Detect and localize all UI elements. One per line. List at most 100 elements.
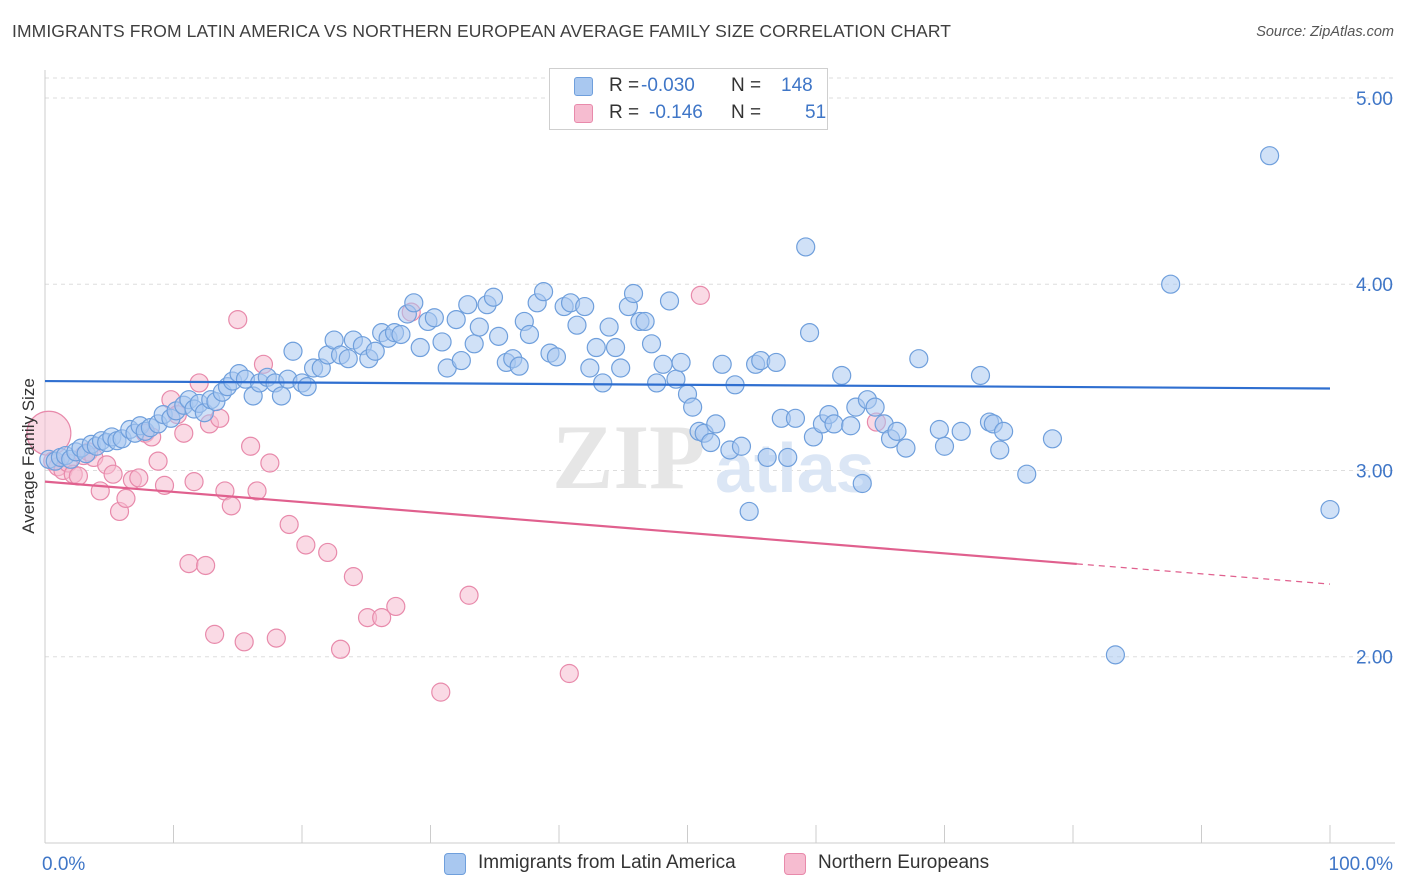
point-northern-europeans (68, 466, 89, 486)
point-latin-america (580, 358, 600, 378)
point-latin-america (623, 283, 644, 304)
legend-r-value: -0.030 (641, 75, 695, 96)
legend-r-label: R = (609, 75, 640, 96)
point-northern-europeans (459, 585, 479, 605)
point-latin-america (832, 365, 852, 386)
legend-n-label: N = (731, 75, 762, 96)
point-northern-europeans (129, 468, 149, 488)
point-latin-america (659, 291, 680, 311)
series-northern-europeans (26, 285, 886, 702)
point-latin-america (701, 432, 721, 453)
legend-swatch-pink (574, 104, 593, 123)
y-axis-label: Average Family Size (19, 378, 38, 534)
point-latin-america (567, 315, 587, 335)
point-latin-america (509, 356, 529, 376)
legend-r-label: R = (609, 102, 640, 123)
point-latin-america (283, 341, 303, 361)
legend-n-value: 148 (781, 75, 813, 96)
point-latin-america (1017, 464, 1037, 484)
point-latin-america (446, 309, 466, 330)
chart-title: IMMIGRANTS FROM LATIN AMERICA VS NORTHER… (12, 21, 952, 41)
point-latin-america (593, 373, 613, 393)
point-latin-america (458, 295, 478, 315)
point-latin-america (404, 293, 424, 313)
x-tick-label-end: 100.0% (1329, 854, 1394, 875)
point-latin-america (934, 436, 955, 456)
point-latin-america (1320, 499, 1340, 520)
x-tick-label-start: 0.0% (42, 854, 85, 875)
correlation-legend: R = -0.030 N = 148 R = -0.146 N = 51 (549, 68, 828, 130)
tick-labels: 2.00 3.00 4.00 5.00 0.0% 100.0% (42, 89, 1393, 875)
point-northern-europeans (330, 639, 351, 659)
series-latin-america (39, 146, 1340, 665)
watermark-zip: ZIP (552, 406, 705, 508)
point-latin-america (865, 397, 885, 417)
trend-line-northern-europeans (44, 480, 1077, 566)
legend-n-label: N = (731, 102, 762, 123)
point-northern-europeans (184, 472, 204, 492)
y-tick-label: 4.00 (1356, 275, 1393, 296)
bottom-legend-swatch-pink (784, 853, 806, 875)
legend-swatch-blue (574, 77, 593, 96)
point-northern-europeans (179, 554, 199, 574)
point-latin-america (546, 347, 567, 367)
point-latin-america (990, 440, 1010, 460)
point-latin-america (739, 501, 759, 522)
point-latin-america (970, 365, 991, 386)
point-latin-america (271, 386, 292, 406)
bottom-legend-label: Northern Europeans (818, 852, 990, 873)
point-northern-europeans (103, 464, 123, 484)
point-latin-america (785, 408, 806, 428)
point-latin-america (671, 352, 691, 373)
point-northern-europeans (260, 453, 280, 473)
point-latin-america (778, 447, 798, 468)
point-latin-america (586, 337, 606, 358)
legend-r-value: -0.146 (649, 102, 703, 123)
point-latin-america (799, 323, 820, 343)
point-latin-america (803, 427, 824, 447)
point-latin-america (653, 354, 673, 374)
point-latin-america (731, 436, 752, 456)
point-latin-america (796, 237, 816, 257)
point-northern-europeans (116, 488, 136, 509)
point-northern-europeans (241, 436, 261, 456)
point-northern-europeans (690, 285, 710, 305)
point-latin-america (611, 358, 631, 378)
point-latin-america (852, 473, 872, 494)
bottom-legend-swatch-blue (444, 853, 466, 875)
y-tick-label: 2.00 (1356, 648, 1393, 669)
point-latin-america (1260, 146, 1280, 166)
y-tick-label: 3.00 (1356, 461, 1393, 482)
point-latin-america (451, 350, 471, 371)
legend-n-value: 51 (805, 102, 827, 123)
point-northern-europeans (266, 628, 286, 648)
point-latin-america (647, 373, 667, 393)
point-latin-america (469, 317, 489, 337)
point-latin-america (599, 317, 619, 337)
point-latin-america (641, 334, 662, 354)
point-northern-europeans (228, 309, 248, 330)
point-northern-europeans (205, 624, 225, 644)
point-latin-america (338, 349, 358, 369)
point-latin-america (683, 397, 703, 417)
point-latin-america (297, 377, 317, 397)
point-northern-europeans (148, 451, 168, 471)
point-northern-europeans (234, 632, 254, 652)
point-latin-america (757, 447, 777, 468)
point-latin-america (365, 341, 385, 361)
point-latin-america (824, 414, 844, 434)
point-latin-america (951, 421, 971, 441)
point-latin-america (424, 308, 444, 328)
point-northern-europeans (343, 567, 363, 587)
point-northern-europeans (174, 423, 194, 443)
point-northern-europeans (296, 535, 316, 555)
point-latin-america (706, 414, 726, 434)
point-latin-america (1042, 429, 1063, 449)
point-northern-europeans (196, 555, 216, 576)
point-latin-america (519, 324, 540, 345)
trend-lines (44, 379, 1331, 585)
point-latin-america (841, 416, 861, 436)
point-latin-america (635, 311, 655, 332)
point-northern-europeans (431, 682, 451, 702)
